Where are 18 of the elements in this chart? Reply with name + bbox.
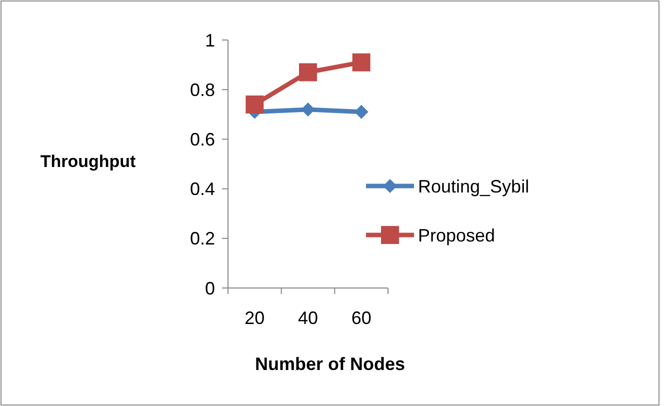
legend-label: Proposed [418,225,496,246]
point [301,102,315,116]
y-tick-label: 0.6 [190,130,215,150]
point [246,95,264,114]
x-tick-label: 20 [244,308,265,328]
y-tick-label: 0.8 [190,80,215,100]
y-axis-title: Throughput [40,152,136,171]
x-tick-label: 60 [351,308,372,328]
legend-label: Routing_Sybil [418,176,530,196]
point [352,53,370,72]
y-tick-label: 1 [204,30,215,50]
point [299,63,317,82]
x-axis-title: Number of Nodes [254,354,406,374]
y-tick-label: 0.2 [190,228,215,249]
x-tick-label: 40 [298,308,318,328]
point [354,104,368,119]
y-tick-label: 0 [204,278,215,298]
y-tick-label: 0.4 [190,179,215,200]
